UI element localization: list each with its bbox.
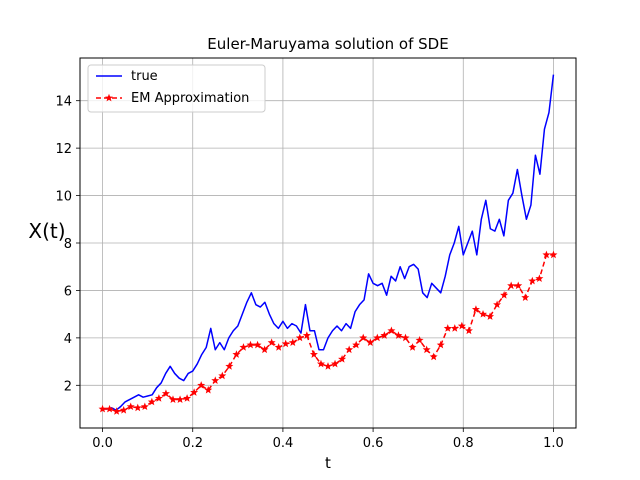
series-marker — [521, 293, 530, 301]
x-tick-label: 1.0 — [543, 436, 564, 451]
series-marker — [161, 389, 170, 398]
series-marker — [126, 402, 135, 411]
series-marker — [302, 331, 311, 339]
series-marker — [239, 343, 248, 351]
series-marker — [514, 281, 523, 290]
series-marker — [401, 333, 410, 342]
series-marker — [246, 340, 255, 349]
series-marker — [112, 407, 121, 415]
series-marker — [288, 338, 297, 347]
series-marker — [225, 362, 234, 370]
series-marker — [352, 340, 361, 349]
plot-area — [98, 74, 558, 415]
series-marker — [471, 305, 480, 313]
series-marker — [105, 404, 114, 413]
series-marker — [479, 309, 488, 318]
legend-box — [87, 64, 266, 113]
series-marker — [190, 388, 199, 396]
series-marker — [436, 340, 445, 349]
y-tick-label: 14 — [55, 95, 72, 110]
ticks: 0.0 0.2 0.4 0.6 0.8 1.0 2 4 6 8 10 12 14 — [55, 95, 563, 451]
series-marker — [338, 355, 347, 363]
x-axis-label: t — [325, 454, 331, 472]
series-marker — [176, 395, 185, 403]
x-tick-label: 0.8 — [453, 436, 474, 451]
grid — [80, 58, 576, 428]
series-marker — [331, 359, 340, 368]
series-marker — [154, 394, 163, 402]
series-marker — [345, 345, 354, 354]
series-marker — [274, 343, 283, 351]
legend-label-em: EM Approximation — [131, 91, 249, 106]
series-marker — [387, 326, 396, 335]
y-axis-label: X(t) — [28, 219, 65, 243]
series-marker — [507, 281, 516, 290]
legend-label-true: true — [131, 69, 158, 84]
series-marker — [394, 331, 403, 339]
series-marker — [140, 402, 149, 411]
series-marker — [232, 350, 241, 358]
series-marker — [535, 274, 544, 282]
series-marker — [429, 352, 438, 361]
series-marker — [493, 300, 502, 309]
series-marker — [211, 376, 220, 384]
series-marker — [119, 406, 128, 414]
y-tick-label: 2 — [64, 379, 72, 394]
series-marker — [549, 250, 558, 259]
y-tick-label: 4 — [64, 332, 72, 347]
series-marker — [408, 343, 417, 351]
legend: true EM Approximation — [87, 64, 266, 113]
series-line-0 — [102, 74, 555, 411]
y-tick-label: 8 — [64, 237, 72, 252]
series-marker — [359, 333, 368, 342]
series-marker — [260, 345, 269, 354]
series-marker — [253, 340, 262, 349]
y-tick-label: 12 — [55, 142, 72, 157]
series-marker — [295, 333, 304, 342]
series-marker — [204, 385, 213, 394]
series-marker — [281, 339, 290, 348]
series-marker — [267, 338, 276, 347]
series-marker — [366, 338, 375, 347]
series-marker — [450, 324, 459, 332]
series-line-1 — [102, 254, 554, 413]
series-marker — [197, 381, 206, 389]
x-tick-label: 0.2 — [182, 436, 203, 451]
series-marker — [443, 324, 452, 332]
legend-marker-em — [105, 93, 113, 102]
series-marker — [309, 350, 318, 358]
x-tick-label: 0.6 — [363, 436, 384, 451]
series-marker — [486, 312, 495, 320]
series-marker — [464, 326, 473, 335]
chart-title: Euler-Maruyama solution of SDE — [207, 35, 448, 53]
series-marker — [528, 276, 537, 285]
series-marker — [168, 395, 177, 403]
series-marker — [324, 362, 332, 370]
series-marker — [380, 331, 389, 339]
series-marker — [542, 250, 551, 259]
series-marker — [218, 371, 227, 380]
y-tick-label: 6 — [64, 284, 72, 299]
series-marker — [98, 404, 107, 413]
series-marker — [373, 333, 382, 342]
x-tick-label: 0.0 — [92, 436, 113, 451]
series-marker — [147, 397, 156, 406]
series-marker — [500, 290, 509, 299]
x-tick-label: 0.4 — [273, 436, 294, 451]
series-marker — [316, 359, 325, 368]
series-marker — [422, 345, 431, 354]
series-marker — [183, 394, 192, 402]
series-marker — [457, 321, 466, 330]
series-marker — [133, 403, 142, 412]
y-tick-label: 10 — [55, 190, 72, 205]
series-marker — [415, 336, 424, 344]
